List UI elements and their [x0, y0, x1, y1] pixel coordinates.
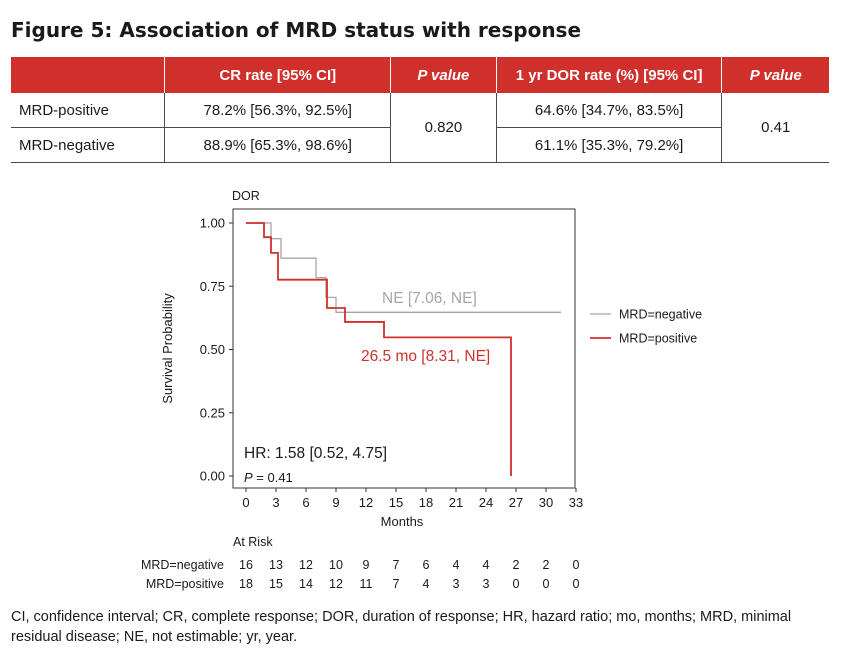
at-risk-count: 12	[299, 558, 313, 572]
at-risk-count: 10	[329, 558, 343, 572]
at-risk-count: 3	[483, 577, 490, 591]
at-risk-count: 13	[269, 558, 283, 572]
at-risk-count: 18	[239, 577, 253, 591]
at-risk-count: 0	[573, 577, 580, 591]
table-row: MRD-negative 88.9% [65.3%, 98.6%] 61.1% …	[11, 127, 829, 163]
positive-median-annotation: 26.5 mo [8.31, NE]	[361, 348, 490, 365]
at-risk-count: 11	[360, 577, 373, 591]
cr-rate-mrd-positive: 78.2% [56.3%, 92.5%]	[164, 93, 391, 128]
y-tick-label: 0.50	[200, 342, 225, 357]
x-tick-label: 30	[539, 495, 553, 510]
at-risk-title: At Risk	[233, 535, 273, 549]
hazard-ratio-annotation: HR: 1.58 [0.52, 4.75]	[244, 445, 387, 462]
dor-p-value: 0.41	[721, 93, 829, 163]
p-letter: P	[244, 470, 253, 485]
legend-label: MRD=positive	[619, 332, 697, 346]
x-tick-label: 0	[242, 495, 249, 510]
y-tick-label: 0.75	[200, 279, 225, 294]
at-risk-count: 16	[239, 558, 253, 572]
at-risk-count: 9	[363, 558, 370, 572]
cr-rate-mrd-negative: 88.9% [65.3%, 98.6%]	[164, 127, 391, 163]
y-tick-label: 0.00	[200, 469, 225, 484]
x-tick-label: 18	[419, 495, 433, 510]
km-chart: DOR 0.00 0.25 0.50 0.75 1.00 Survival Probabil…	[141, 189, 702, 591]
at-risk-count: 4	[483, 558, 490, 572]
p-value-text: = 0.41	[253, 470, 293, 485]
y-tick-label: 1.00	[200, 216, 225, 231]
at-risk-row-label: MRD=negative	[141, 558, 224, 572]
p-value-annotation: P = 0.41	[244, 470, 293, 485]
at-risk-count: 3	[453, 577, 460, 591]
table-row: MRD-positive 78.2% [56.3%, 92.5%] 0.820 …	[11, 93, 829, 163]
km-curve-mrd-positive	[246, 222, 512, 476]
at-risk-row-label: MRD=positive	[146, 577, 224, 591]
at-risk-count: 7	[393, 558, 400, 572]
x-tick-label: 33	[569, 495, 583, 510]
at-risk-count: 4	[423, 577, 430, 591]
at-risk-count: 0	[513, 577, 520, 591]
figure-title: Figure 5: Association of MRD status with…	[11, 18, 582, 42]
at-risk-count: 0	[543, 577, 550, 591]
km-curve-mrd-negative	[246, 222, 561, 313]
response-table: CR rate [95% CI] P value 1 yr DOR rate (…	[11, 57, 829, 163]
x-tick-label: 3	[272, 495, 279, 510]
at-risk-count: 12	[329, 577, 343, 591]
x-tick-label: 21	[449, 495, 463, 510]
plot-frame	[232, 208, 576, 489]
header-cr-p-text: P value	[417, 66, 470, 84]
at-risk-count: 4	[453, 558, 460, 572]
header-dor-p-value: P value	[721, 57, 829, 93]
table-header-row: CR rate [95% CI] P value 1 yr DOR rate (…	[11, 57, 829, 93]
row-label-mrd-positive: MRD-positive	[11, 93, 165, 128]
x-tick-label: 24	[479, 495, 493, 510]
header-cr-p-value: P value	[390, 57, 497, 93]
at-risk-count: 14	[299, 577, 313, 591]
legend-label: MRD=negative	[619, 308, 702, 322]
dor-rate-mrd-negative: 61.1% [35.3%, 79.2%]	[495, 127, 722, 163]
header-blank	[11, 57, 165, 93]
x-tick-label: 9	[332, 495, 339, 510]
footnote: CI, confidence interval; CR, complete re…	[11, 609, 792, 645]
cr-p-value: 0.820	[390, 93, 497, 163]
chart-title: DOR	[232, 189, 260, 203]
at-risk-count: 6	[423, 558, 430, 572]
header-cr-rate: CR rate [95% CI]	[164, 57, 391, 93]
x-tick-label: 15	[389, 495, 403, 510]
x-tick-label: 12	[359, 495, 373, 510]
dor-rate-mrd-positive: 64.6% [34.7%, 83.5%]	[495, 93, 722, 128]
header-dor-p-text: P value	[749, 66, 802, 84]
y-tick-label: 0.25	[200, 405, 225, 420]
negative-median-annotation: NE [7.06, NE]	[382, 290, 477, 307]
at-risk-count: 15	[269, 577, 283, 591]
at-risk-count: 2	[543, 558, 550, 572]
at-risk-count: 2	[513, 558, 520, 572]
at-risk-count: 0	[573, 558, 580, 572]
row-label-mrd-negative: MRD-negative	[11, 127, 165, 163]
header-dor-rate: 1 yr DOR rate (%) [95% CI]	[495, 57, 722, 93]
x-axis-label: Months	[381, 514, 424, 529]
at-risk-count: 7	[393, 577, 400, 591]
x-tick-label: 27	[509, 495, 523, 510]
x-tick-label: 6	[302, 495, 309, 510]
y-axis-label: Survival Probability	[160, 293, 175, 404]
